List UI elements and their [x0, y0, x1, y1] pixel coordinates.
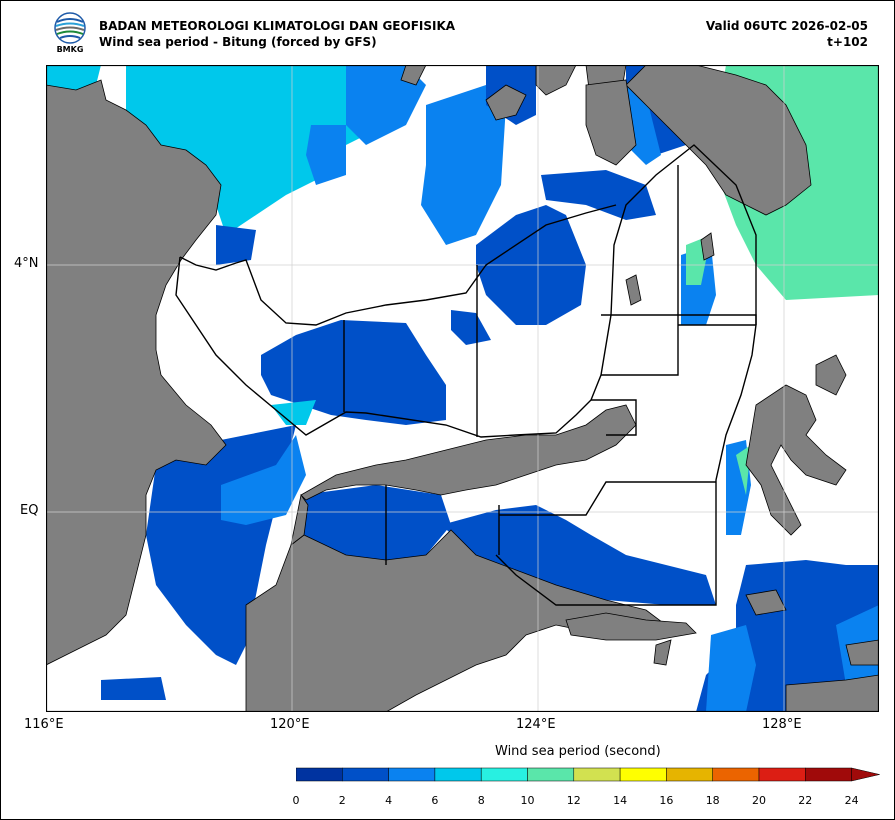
colorbar-tick-label: 24 — [844, 794, 859, 807]
colorbar-tick-label: 0 — [292, 794, 300, 807]
lon-label-116: 116°E — [24, 717, 64, 732]
land-masses — [46, 65, 879, 712]
lon-label-124: 124°E — [516, 717, 556, 732]
colorbar-segment — [805, 767, 852, 782]
colorbar-segment — [388, 767, 436, 782]
map-subtitle: Wind sea period - Bitung (forced by GFS) — [99, 35, 377, 49]
bmkg-logo-icon — [54, 12, 86, 44]
colorbar-tick-label: 2 — [338, 794, 346, 807]
colorbar-tick-label: 8 — [477, 794, 485, 807]
colorbar-title: Wind sea period (second) — [495, 744, 661, 759]
logo-text: BMKG — [56, 45, 84, 54]
lon-label-120: 120°E — [270, 717, 310, 732]
graticule — [46, 65, 879, 712]
colorbar-segment — [480, 767, 528, 782]
colorbar-tick-label: 12 — [566, 794, 581, 807]
lat-label-eq: EQ — [20, 503, 39, 518]
colorbar-segment — [434, 767, 482, 782]
valid-time: Valid 06UTC 2026-02-05 — [705, 19, 868, 33]
forecast-zones — [175, 144, 757, 606]
colorbar-segment — [342, 767, 389, 782]
lon-label-128: 128°E — [762, 717, 802, 732]
colorbar-segment — [712, 767, 760, 782]
colorbar-segment — [296, 767, 343, 782]
colorbar-tick-label: 6 — [431, 794, 439, 807]
colorbar-segment — [619, 767, 667, 782]
colorbar-segment — [666, 767, 713, 782]
agency-title: BADAN METEOROLOGI KLIMATOLOGI DAN GEOFIS… — [99, 19, 456, 33]
colorbar-segment — [527, 767, 575, 782]
colorbar-tick-label: 14 — [613, 794, 628, 807]
lead-time: t+102 — [827, 35, 868, 49]
colorbar-tick-label: 20 — [752, 794, 766, 807]
colorbar-extend-arrow — [851, 767, 880, 782]
colorbar-tick-label: 18 — [705, 794, 720, 807]
colorbar-tick-label: 16 — [659, 794, 674, 807]
colorbar-tick-label: 22 — [798, 794, 813, 807]
lat-label-4n: 4°N — [14, 256, 39, 271]
wave-period-map — [46, 65, 879, 712]
colorbar-segment — [573, 767, 621, 782]
colorbar-segment — [758, 767, 806, 782]
map-border — [46, 65, 879, 712]
colorbar — [296, 767, 880, 782]
colorbar-tick-label: 10 — [520, 794, 535, 807]
colorbar-tick-label: 4 — [385, 794, 393, 807]
